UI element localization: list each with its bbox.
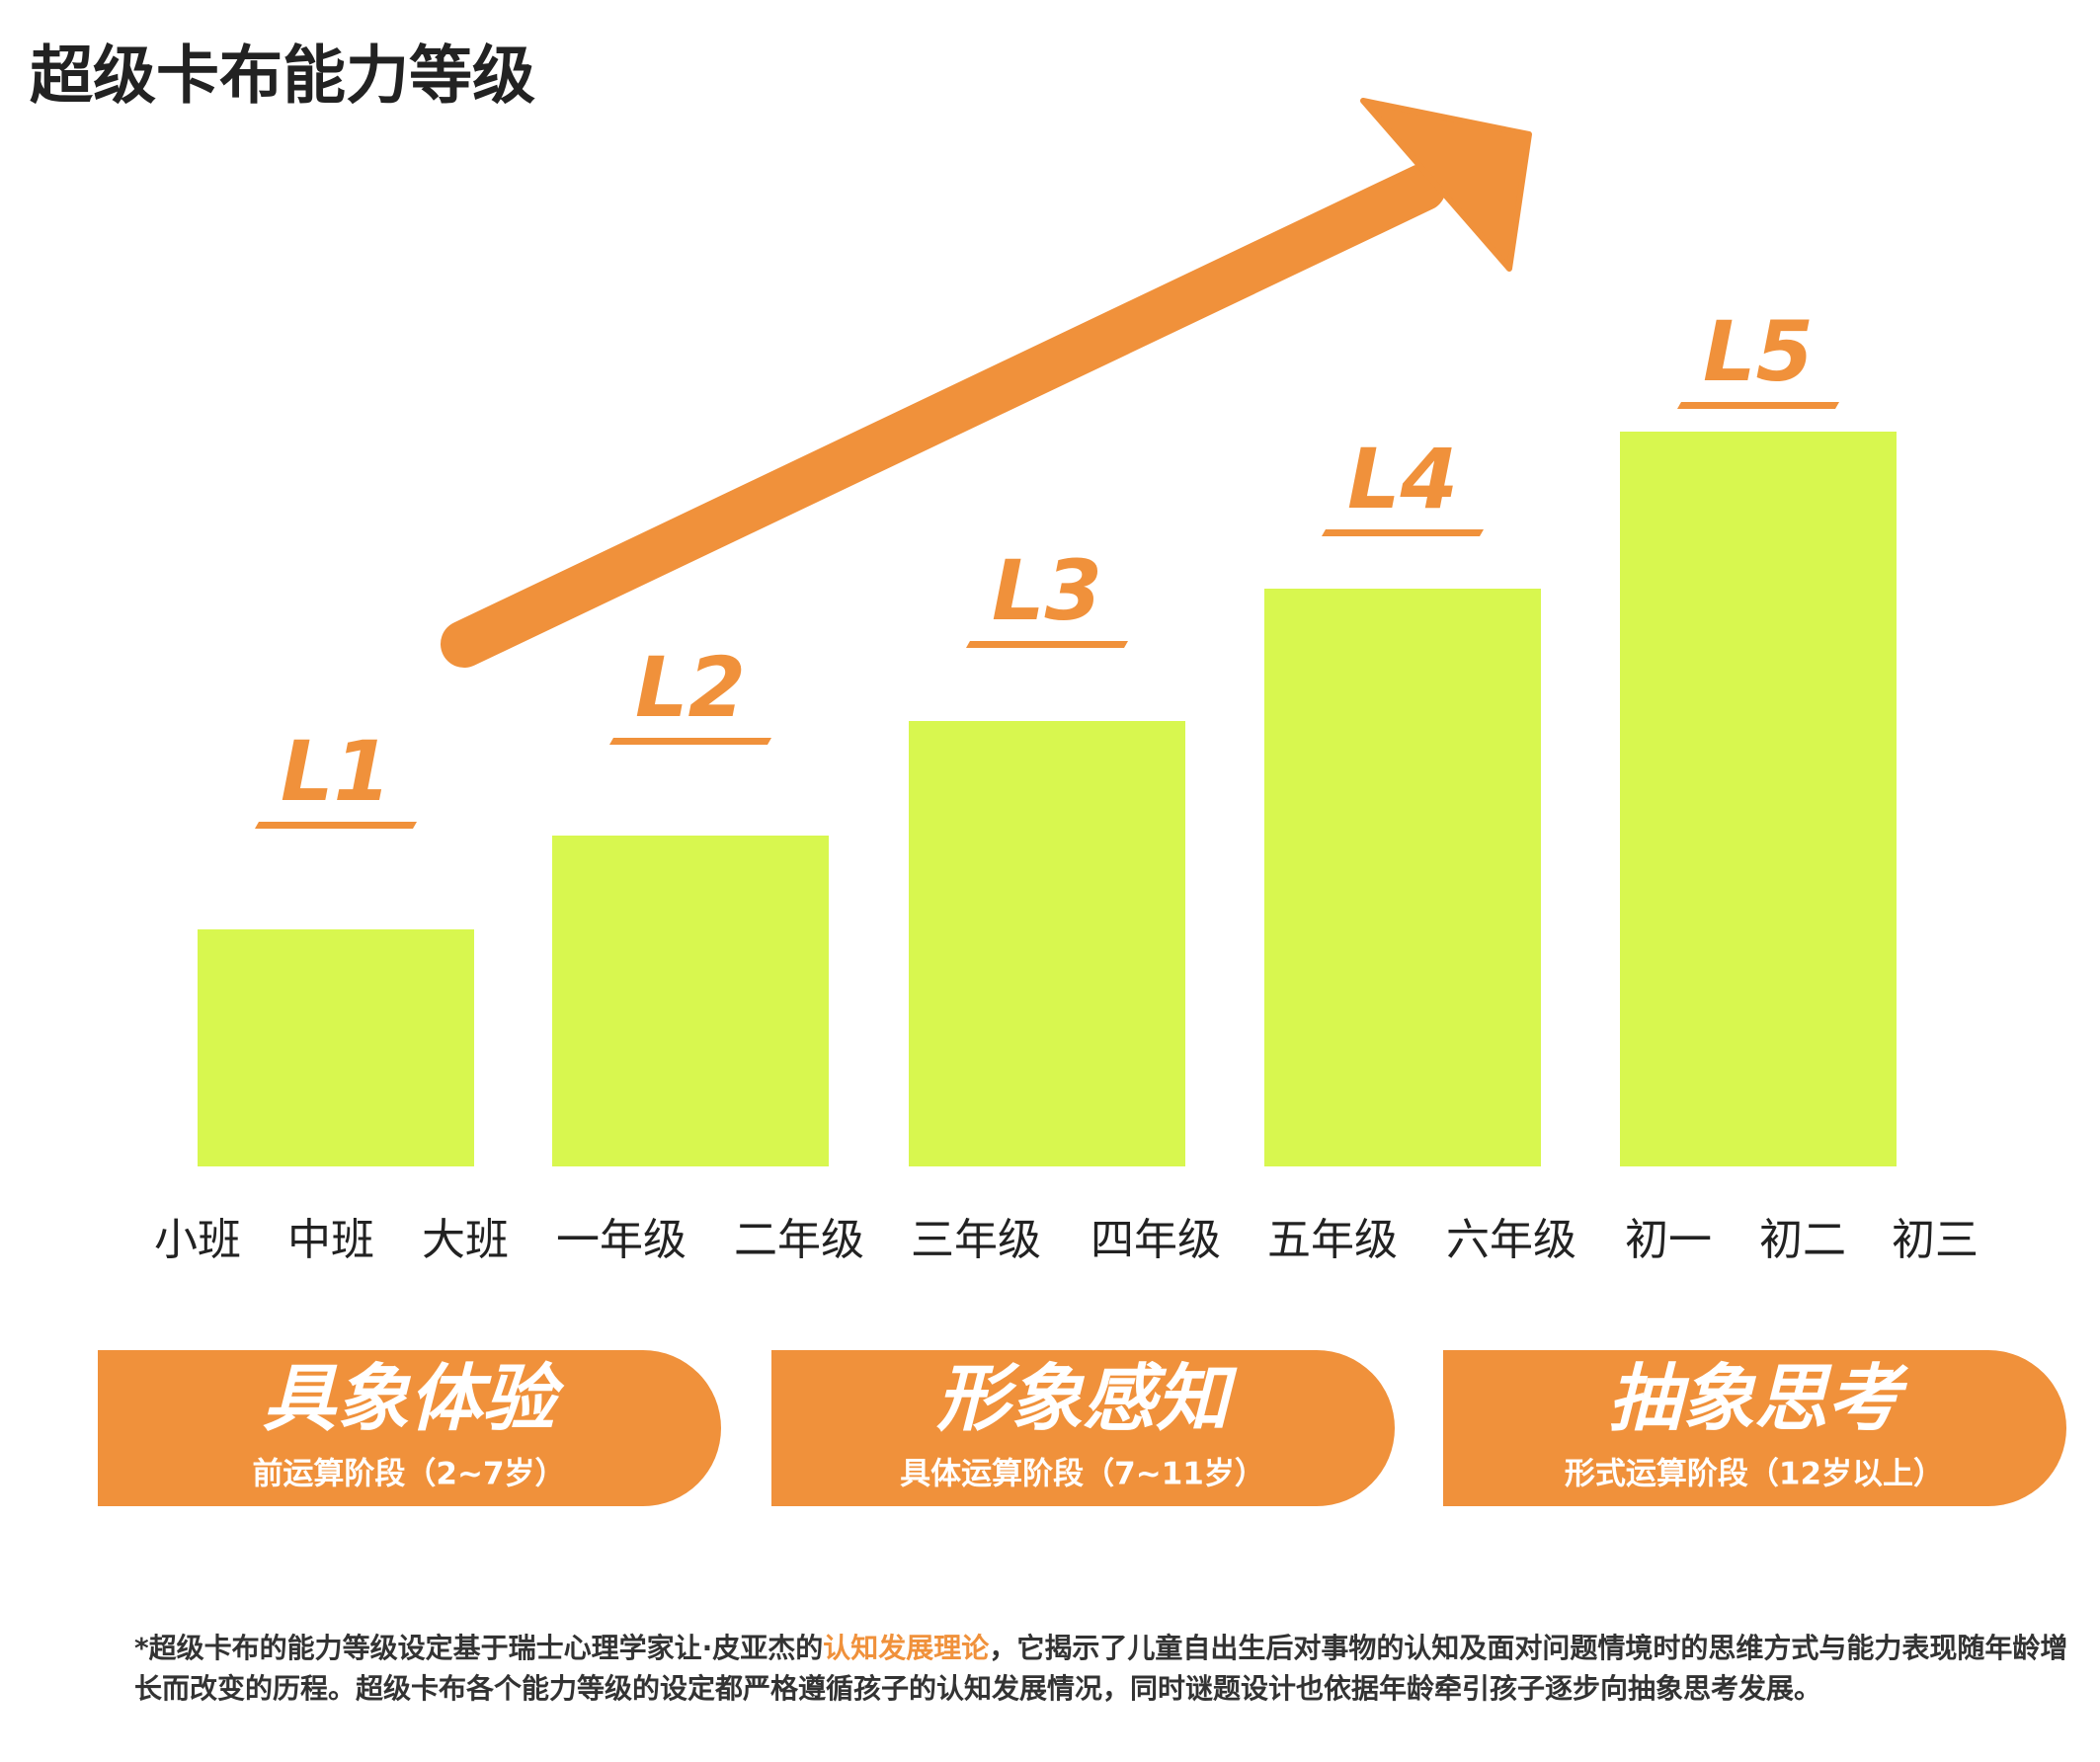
grades: 小班 中班 大班 一年级 二年级 三年级 四年级 五年级 六年级 初一 初二 初三: [154, 1215, 1979, 1265]
stage-detail: 前运算阶段（2~7岁）: [252, 1457, 565, 1492]
stage-name: 抽象思考: [1608, 1357, 1909, 1442]
level-underline: [966, 641, 1128, 648]
stage-pill: [771, 1350, 1395, 1506]
grade-label: 大班: [422, 1215, 509, 1265]
level-bar: [1620, 432, 1897, 1166]
level-bar: [552, 836, 829, 1166]
level-label: L4: [1347, 431, 1458, 527]
stage-detail: 具体运算阶段（7~11岁）: [900, 1457, 1265, 1492]
grade-label: 初一: [1625, 1215, 1712, 1265]
level-underline: [255, 822, 417, 829]
arrow-shaft: [441, 164, 1446, 668]
footnote-text: ，它揭示了儿童自出生后对事物的认知及面对问题情境时的思维方式与能力表现随年龄增长…: [134, 1632, 2068, 1705]
footnote-highlight: 认知发展理论: [823, 1632, 990, 1664]
footnote: *超级卡布的能力等级设定基于瑞士心理学家让·皮亚杰的认知发展理论，它揭示了儿童自…: [134, 1628, 2075, 1709]
grade-label: 二年级: [734, 1215, 864, 1265]
grade-label: 中班: [287, 1215, 374, 1265]
stage-pill: [98, 1350, 721, 1506]
level-underline: [1322, 529, 1484, 536]
grade-label: 四年级: [1090, 1215, 1221, 1265]
diagram: 超级卡布能力等级 L1 L2 L3 L4 L5 小班 中班 大班 一年级 二年级 三年级 四年级 五年…: [30, 40, 2066, 1506]
grade-label: 小班: [154, 1215, 241, 1265]
level-label: L2: [635, 639, 746, 736]
bars: L1 L2 L3 L4 L5: [198, 303, 1897, 1166]
grade-label: 五年级: [1267, 1215, 1398, 1265]
level-bar: [1264, 589, 1541, 1166]
grade-label: 初三: [1892, 1215, 1979, 1265]
grade-label: 初二: [1759, 1215, 1846, 1265]
stage-detail: 形式运算阶段（12岁以上）: [1565, 1457, 1944, 1492]
level-bar: [909, 721, 1185, 1166]
level-underline: [609, 738, 771, 745]
stage-pill: [1443, 1350, 2066, 1506]
growth-arrow: [441, 98, 1532, 668]
grade-label: 三年级: [911, 1215, 1041, 1265]
grade-label: 一年级: [556, 1215, 687, 1265]
stage-name: 具象体验: [263, 1357, 565, 1442]
level-label: L1: [281, 723, 391, 820]
level-underline: [1677, 402, 1839, 409]
grade-label: 六年级: [1446, 1215, 1576, 1265]
arrow-head: [1360, 98, 1532, 272]
title: 超级卡布能力等级: [30, 40, 535, 114]
stage-name: 形象感知: [936, 1357, 1238, 1442]
level-bar: [198, 929, 474, 1166]
level-label: L3: [992, 542, 1102, 639]
footnote-text: *超级卡布的能力等级设定基于瑞士心理学家让·皮亚杰的: [134, 1632, 824, 1664]
level-label: L5: [1703, 303, 1814, 400]
